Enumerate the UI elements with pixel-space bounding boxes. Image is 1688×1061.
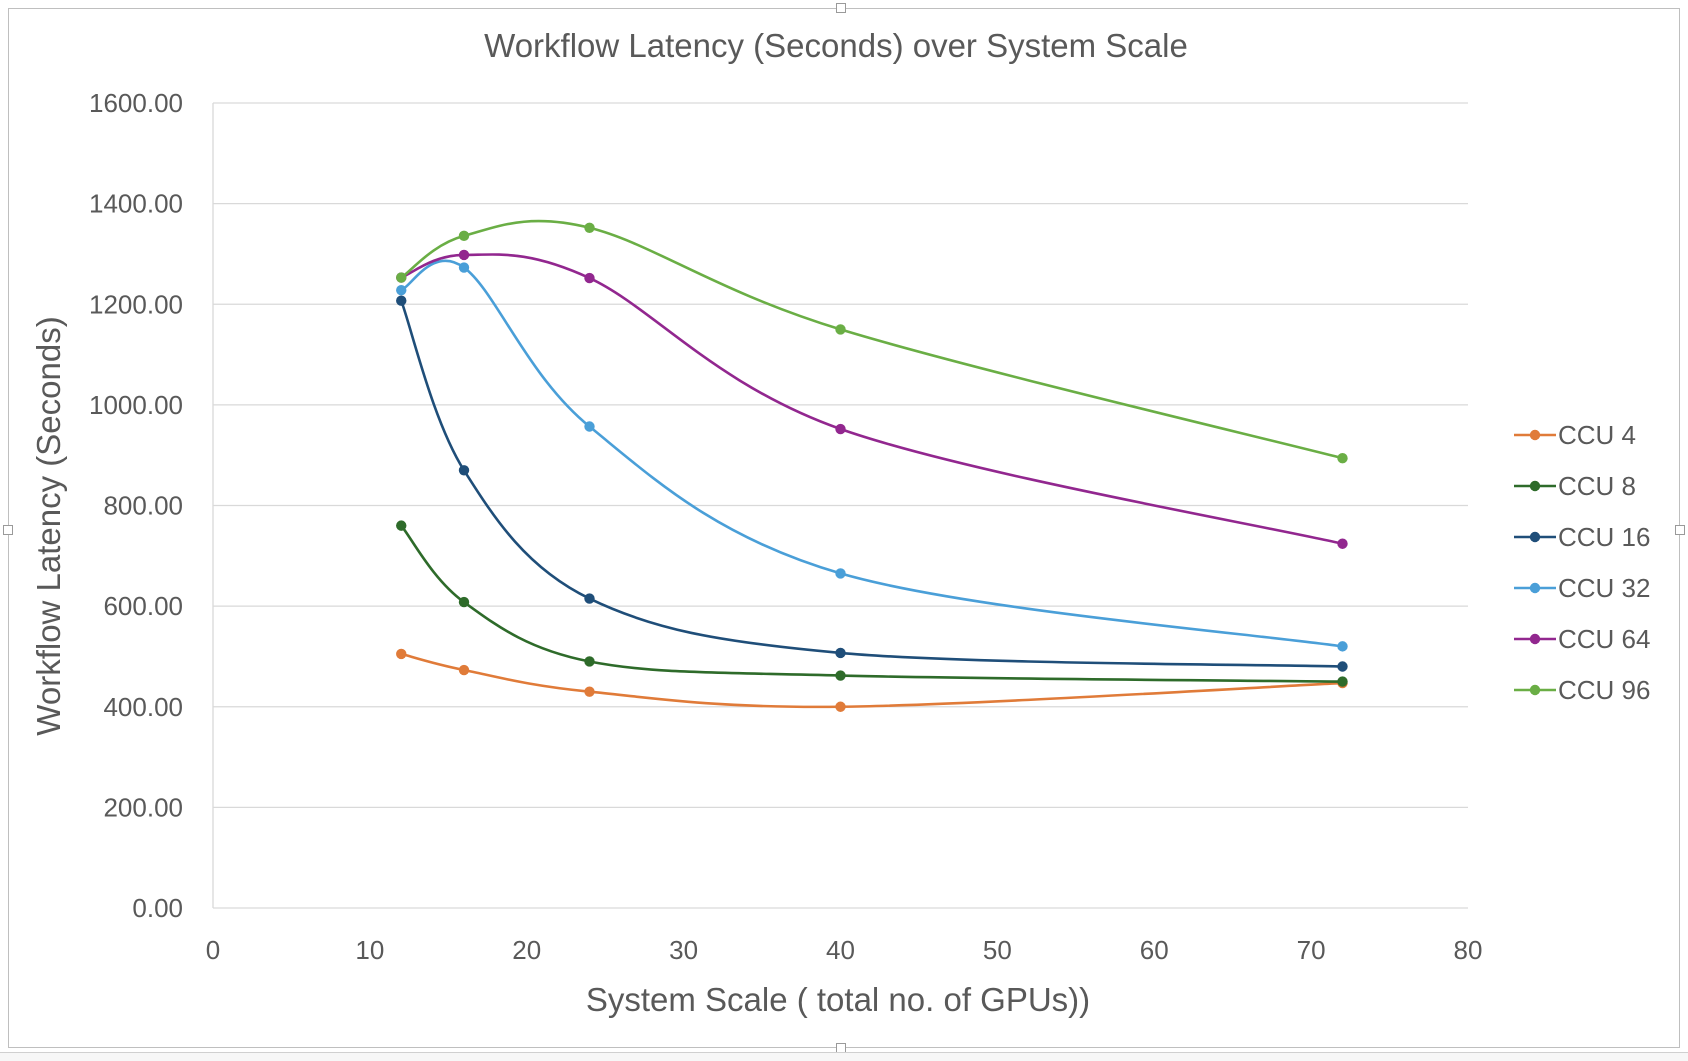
- series-ccu-32: [396, 259, 1348, 652]
- resize-handle-right[interactable]: [1675, 525, 1685, 535]
- y-tick-label: 1000.00: [89, 390, 183, 420]
- data-point: [584, 593, 595, 604]
- x-axis-title: System Scale ( total no. of GPUs)): [586, 981, 1090, 1018]
- x-tick-label: 30: [669, 935, 698, 965]
- y-tick-label: 1400.00: [89, 189, 183, 219]
- x-tick-label: 60: [1140, 935, 1169, 965]
- data-point: [584, 656, 595, 667]
- resize-handle-left[interactable]: [3, 525, 13, 535]
- data-point: [1337, 453, 1348, 464]
- series-lines: [396, 219, 1348, 712]
- gridlines: [213, 102, 1468, 909]
- data-point: [458, 465, 470, 476]
- axes: 0.00 200.00 400.00 600.00 800.00 1000.00 1200.…: [89, 88, 1482, 965]
- data-point: [458, 596, 470, 608]
- legend-swatch-marker: [1529, 633, 1541, 645]
- data-point: [396, 520, 407, 531]
- legend-swatch-marker: [1529, 684, 1541, 696]
- y-tick-label: 0.00: [132, 893, 183, 923]
- series-line-ccu-32: [400, 259, 1343, 648]
- legend: CCU 4 CCU 8 CCU 16 CCU 32 CCU 64 CCU 96: [1514, 420, 1650, 705]
- chart-frame[interactable]: [8, 8, 1680, 1048]
- sheet-edge: [0, 1052, 1688, 1061]
- data-point: [584, 686, 595, 697]
- data-point: [835, 568, 846, 579]
- resize-handle-top[interactable]: [836, 3, 846, 13]
- data-point: [396, 284, 407, 296]
- x-tick-label: 10: [355, 935, 384, 965]
- data-point: [584, 222, 595, 233]
- y-axis-title: Workflow Latency (Seconds): [30, 316, 67, 735]
- series-ccu-8: [396, 520, 1348, 687]
- data-point: [835, 670, 846, 681]
- legend-label: CCU 96: [1558, 675, 1650, 705]
- legend-item-ccu-96: CCU 96: [1514, 675, 1650, 705]
- data-point: [835, 701, 846, 712]
- y-tick-label: 600.00: [103, 591, 183, 621]
- legend-label: CCU 64: [1558, 624, 1650, 654]
- data-point: [396, 648, 407, 660]
- x-tick-label: 0: [206, 935, 220, 965]
- x-tick-label: 70: [1297, 935, 1326, 965]
- data-point: [458, 664, 470, 676]
- x-tick-label: 50: [983, 935, 1012, 965]
- data-point: [458, 249, 470, 261]
- legend-item-ccu-8: CCU 8: [1514, 471, 1636, 501]
- series-ccu-16: [396, 295, 1348, 672]
- data-point: [396, 295, 407, 306]
- legend-item-ccu-4: CCU 4: [1514, 420, 1636, 450]
- legend-label: CCU 32: [1558, 573, 1650, 603]
- data-point: [835, 423, 846, 435]
- series-ccu-96: [396, 219, 1348, 464]
- legend-item-ccu-32: CCU 32: [1514, 573, 1650, 603]
- x-tick-label: 80: [1454, 935, 1483, 965]
- legend-swatch-marker: [1529, 531, 1541, 543]
- data-point: [458, 230, 470, 242]
- legend-label: CCU 4: [1558, 420, 1636, 450]
- data-point: [835, 647, 846, 659]
- series-line-ccu-16: [400, 300, 1343, 668]
- data-point: [396, 272, 407, 283]
- data-point: [458, 262, 470, 273]
- series-ccu-64: [396, 249, 1348, 549]
- legend-label: CCU 16: [1558, 522, 1650, 552]
- y-tick-label: 400.00: [103, 692, 183, 722]
- y-tick-label: 1600.00: [89, 88, 183, 118]
- series-line-ccu-96: [400, 219, 1343, 460]
- x-tick-label: 40: [826, 935, 855, 965]
- legend-swatch-marker: [1529, 582, 1541, 594]
- legend-item-ccu-16: CCU 16: [1514, 522, 1650, 552]
- legend-swatch-marker: [1529, 429, 1541, 441]
- series-line-ccu-64: [400, 253, 1343, 546]
- y-tick-label: 1200.00: [89, 289, 183, 319]
- data-point: [1337, 538, 1348, 549]
- legend-label: CCU 8: [1558, 471, 1636, 501]
- data-point: [1337, 676, 1348, 687]
- x-tick-label: 20: [512, 935, 541, 965]
- data-point: [584, 272, 595, 284]
- data-point: [1337, 661, 1348, 672]
- y-tick-label: 800.00: [103, 491, 183, 521]
- y-tick-label: 200.00: [103, 792, 183, 822]
- legend-item-ccu-64: CCU 64: [1514, 624, 1650, 654]
- chart-title: Workflow Latency (Seconds) over System S…: [484, 27, 1188, 64]
- data-point: [584, 421, 595, 432]
- data-point: [1337, 641, 1348, 652]
- legend-swatch-marker: [1529, 480, 1541, 492]
- data-point: [835, 324, 846, 335]
- series-line-ccu-8: [400, 524, 1343, 683]
